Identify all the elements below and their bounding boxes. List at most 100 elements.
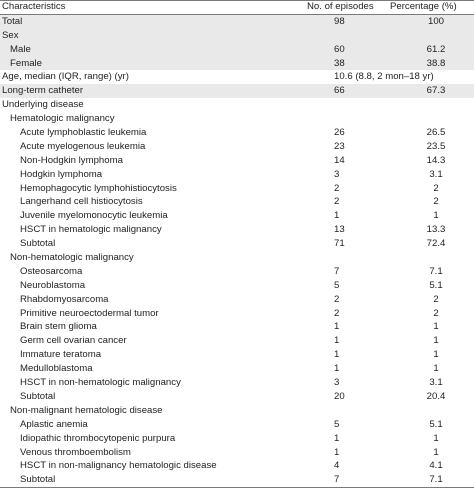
row-episodes: 1 — [334, 335, 340, 347]
row-percentage: 61.2 — [426, 43, 446, 55]
row-episodes: 2 — [334, 196, 340, 208]
table-row: Female 38 38.8 — [0, 56, 474, 71]
row-percentage: 2 — [433, 196, 439, 208]
row-percentage: 5.1 — [429, 418, 443, 430]
row-label: Non-hematologic malignancy — [10, 252, 134, 264]
row-episodes: 1 — [334, 210, 340, 222]
row-label: Hodgkin lymphoma — [20, 168, 103, 180]
row-label: Acute myelogenous leukemia — [20, 140, 146, 152]
row-percentage: 23.5 — [426, 140, 446, 152]
row-median-value: 10.6 (8.8, 2 mon–18 yr) — [334, 71, 434, 83]
row-episodes: 20 — [334, 390, 345, 402]
row-percentage: 1 — [433, 446, 439, 458]
row-label: Venous thromboembolism — [20, 446, 131, 458]
row-label: Female — [10, 57, 42, 69]
row-label: Non-malignant hematologic disease — [10, 404, 163, 416]
row-percentage: 38.8 — [426, 57, 446, 69]
row-episodes: 71 — [334, 238, 345, 250]
row-episodes: 3 — [334, 168, 340, 180]
row-percentage: 3.1 — [429, 377, 443, 389]
row-episodes: 1 — [334, 363, 340, 375]
table-row: Germ cell ovarian cancer 1 1 — [0, 334, 474, 348]
row-episodes: 3 — [334, 377, 340, 389]
table-row: Hematologic malignancy — [0, 112, 474, 126]
row-percentage: 7.1 — [429, 265, 443, 277]
table-row: Hemophagocytic lymphohistiocytosis 2 2 — [0, 182, 474, 196]
row-episodes: 5 — [334, 279, 340, 291]
row-episodes: 23 — [334, 140, 345, 152]
table-row: Acute lymphoblastic leukemia 26 26.5 — [0, 126, 474, 140]
row-episodes: 7 — [334, 474, 340, 486]
table-row: Underlying disease — [0, 98, 474, 112]
table-row: Venous thromboembolism 1 1 — [0, 446, 474, 460]
row-percentage: 2 — [433, 307, 439, 319]
row-episodes: 13 — [334, 224, 345, 236]
table-row: Long-term catheter 66 67.3 — [0, 84, 474, 99]
row-label: Long-term catheter — [2, 85, 84, 97]
row-label: Subtotal — [20, 238, 56, 250]
row-episodes: 38 — [334, 57, 345, 69]
table-row: Subtotal 20 20.4 — [0, 390, 474, 404]
row-percentage: 100 — [427, 15, 444, 27]
header-episodes: No. of episodes — [307, 1, 374, 12]
row-label: Sex — [2, 29, 19, 41]
row-label: HSCT in hematologic malignancy — [20, 224, 162, 236]
row-label: Acute lymphoblastic leukemia — [20, 127, 147, 139]
header-percentage: Percentage (%) — [390, 1, 457, 12]
row-episodes: 1 — [334, 349, 340, 361]
row-label: Medulloblastoma — [20, 363, 93, 375]
row-label: Germ cell ovarian cancer — [20, 335, 127, 347]
table-row: Brain stem glioma 1 1 — [0, 320, 474, 334]
row-episodes: 14 — [334, 154, 345, 166]
table-row: Aplastic anemia 5 5.1 — [0, 418, 474, 432]
row-label: Subtotal — [20, 390, 56, 402]
table-row: Langerhand cell histiocytosis 2 2 — [0, 195, 474, 209]
table-row: Total 98 100 — [0, 14, 474, 29]
row-label: Age, median (IQR, range) (yr) — [2, 71, 129, 83]
row-label: Rhabdomyosarcoma — [20, 293, 109, 305]
table-row: Subtotal 7 7.1 — [0, 473, 474, 487]
table-row: Juvenile myelomonocytic leukemia 1 1 — [0, 209, 474, 223]
row-label: Non-Hodgkin lymphoma — [20, 154, 123, 166]
row-label: Idiopathic thrombocytopenic purpura — [20, 432, 176, 444]
table-body: Total 98 100 Sex Male 60 61.2 Female 38 38.8 Age, … — [0, 14, 474, 487]
table-row: Non-hematologic malignancy — [0, 251, 474, 265]
row-percentage: 7.1 — [429, 474, 443, 486]
row-episodes: 98 — [334, 15, 345, 27]
row-percentage: 2 — [433, 293, 439, 305]
table-row: Neuroblastoma 5 5.1 — [0, 279, 474, 293]
row-label: Juvenile myelomonocytic leukemia — [20, 210, 168, 222]
row-percentage: 4.1 — [429, 460, 443, 472]
row-percentage: 72.4 — [426, 238, 446, 250]
row-episodes: 1 — [334, 432, 340, 444]
row-percentage: 14.3 — [426, 154, 446, 166]
row-episodes: 1 — [334, 321, 340, 333]
row-label: Primitive neuroectodermal tumor — [20, 307, 159, 319]
row-episodes: 4 — [334, 460, 340, 472]
row-episodes: 5 — [334, 418, 340, 430]
row-percentage: 20.4 — [426, 390, 446, 402]
row-percentage: 1 — [433, 321, 439, 333]
row-percentage: 3.1 — [429, 168, 443, 180]
row-label: Hematologic malignancy — [10, 113, 115, 125]
row-label: Subtotal — [20, 474, 56, 486]
row-label: Underlying disease — [2, 99, 84, 111]
table-row: HSCT in non-hematologic malignancy 3 3.1 — [0, 376, 474, 390]
row-episodes: 7 — [334, 265, 340, 277]
table-row: Non-Hodgkin lymphoma 14 14.3 — [0, 154, 474, 168]
row-label: Osteosarcoma — [20, 265, 83, 277]
table-row: Medulloblastoma 1 1 — [0, 362, 474, 376]
table-row: Acute myelogenous leukemia 23 23.5 — [0, 140, 474, 154]
row-episodes: 2 — [334, 307, 340, 319]
table-row: Age, median (IQR, range) (yr) 10.6 (8.8, … — [0, 70, 474, 84]
row-episodes: 1 — [334, 446, 340, 458]
table-row: HSCT in hematologic malignancy 13 13.3 — [0, 223, 474, 237]
row-percentage: 2 — [433, 182, 439, 194]
row-episodes: 66 — [334, 85, 345, 97]
table-row: Osteosarcoma 7 7.1 — [0, 265, 474, 279]
row-episodes: 2 — [334, 293, 340, 305]
row-percentage: 67.3 — [426, 85, 446, 97]
row-label: Aplastic anemia — [20, 418, 88, 430]
header-characteristics: Characteristics — [2, 1, 66, 12]
